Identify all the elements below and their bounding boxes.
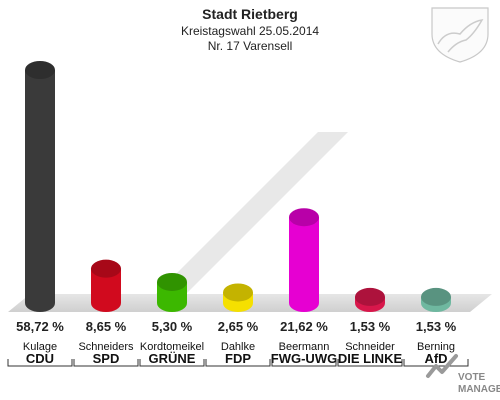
chart-subtitle-2: Nr. 17 Varensell	[208, 39, 293, 53]
party-underline	[271, 359, 337, 367]
bar-cdu	[25, 61, 55, 312]
candidate-name: Beermann	[279, 341, 330, 353]
party-underline	[139, 359, 205, 367]
bar-fwg-uwg	[289, 208, 319, 312]
bar-fdp	[223, 283, 253, 312]
candidate-name: Kulage	[23, 341, 57, 353]
party-label: SPD	[93, 351, 120, 366]
bar-gr-ne	[157, 272, 187, 312]
party-label: GRÜNE	[149, 351, 196, 366]
bar-afd	[421, 287, 451, 312]
candidate-name: Dahlke	[221, 341, 255, 353]
party-label: FDP	[225, 351, 251, 366]
candidate-name: Kordtomeikel	[140, 341, 204, 353]
candidate-name: Schneider	[345, 341, 395, 353]
bar-top	[223, 283, 253, 302]
chart-subtitle: Kreistagswahl 25.05.2014	[181, 24, 319, 38]
party-label: DIE LINKE	[338, 351, 403, 366]
value-label: 5,30 %	[152, 319, 193, 334]
value-label: 8,65 %	[86, 319, 127, 334]
bar-spd	[91, 259, 121, 312]
value-label: 1,53 %	[416, 319, 457, 334]
vote-manager-logo: VOTE MANAGER	[426, 354, 500, 395]
bars-layer	[25, 61, 451, 312]
brand-line-1: VOTE	[458, 372, 486, 383]
party-label: CDU	[26, 351, 54, 366]
bar-top	[421, 287, 451, 306]
bar-top	[289, 208, 319, 227]
party-label: AfD	[424, 351, 447, 366]
bar-top	[157, 272, 187, 291]
coat-of-arms-icon	[431, 7, 489, 63]
bar-body	[25, 70, 55, 312]
bar-body	[289, 217, 319, 312]
candidate-name: Schneiders	[78, 341, 134, 353]
bar-top	[355, 287, 385, 306]
value-label: 2,65 %	[218, 319, 259, 334]
bar-body	[91, 268, 121, 312]
bar-die-linke	[355, 287, 385, 312]
party-underline	[205, 359, 271, 367]
value-label: 21,62 %	[280, 319, 328, 334]
bar-top	[25, 61, 55, 79]
chart-title: Stadt Rietberg	[202, 6, 298, 22]
party-label: FWG-UWG	[271, 351, 337, 366]
party-underline	[73, 359, 139, 367]
check-mark-icon	[426, 354, 458, 378]
value-label: 58,72 %	[16, 319, 64, 334]
party-underline	[337, 359, 403, 367]
party-underline	[7, 359, 73, 367]
bar-top	[91, 259, 121, 278]
candidate-name: Berning	[417, 341, 455, 353]
value-label: 1,53 %	[350, 319, 391, 334]
brand-line-2: MANAGER	[458, 384, 500, 395]
chart-backdrop-shadow	[150, 132, 348, 300]
